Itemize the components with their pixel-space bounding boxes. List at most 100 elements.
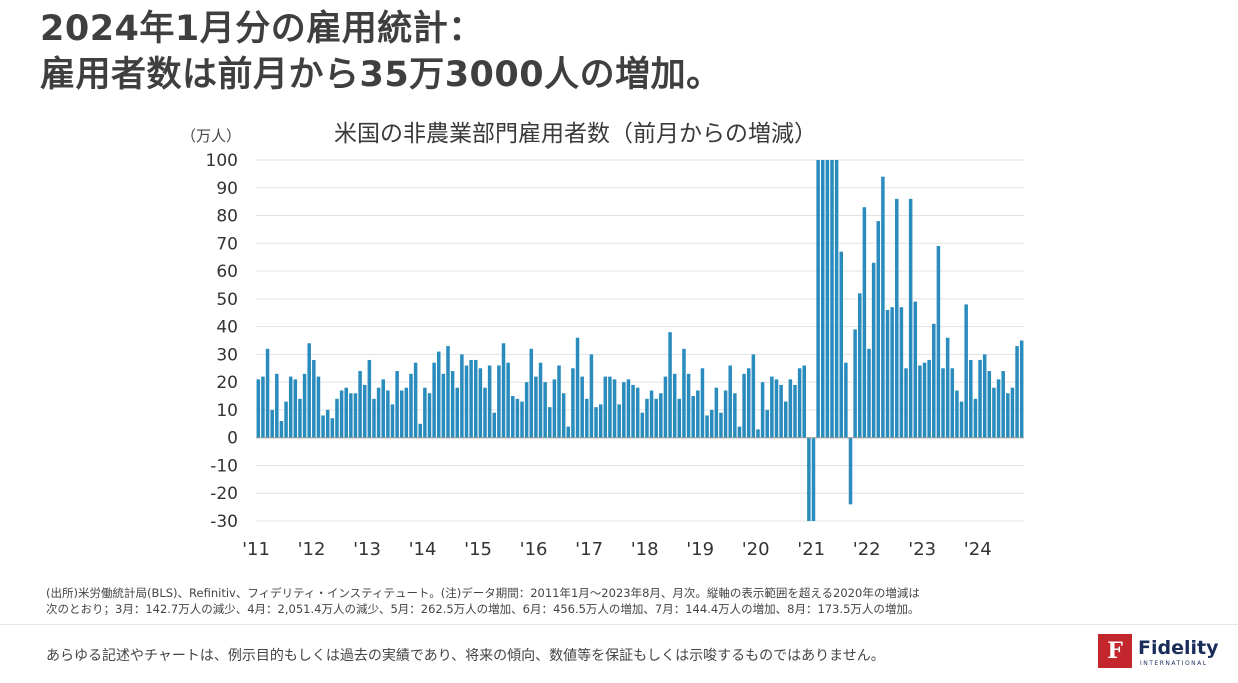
y-tick-label: -20	[210, 484, 238, 504]
bar	[367, 359, 372, 438]
bar	[844, 362, 848, 438]
bar	[955, 390, 959, 438]
bar	[788, 379, 793, 438]
bar	[816, 160, 820, 438]
y-tick-label: -10	[210, 456, 238, 476]
fidelity-logo: F Fidelity INTERNATIONAL	[1098, 634, 1218, 672]
bar	[686, 373, 691, 438]
bar	[589, 354, 594, 438]
x-tick-label: '19	[686, 539, 714, 560]
bar	[312, 359, 316, 438]
y-tick-label: 80	[216, 207, 238, 227]
bar	[1001, 371, 1005, 438]
y-tick-label: 50	[216, 290, 238, 310]
bar	[418, 423, 422, 438]
y-tick-label: 0	[227, 429, 238, 449]
bar	[409, 373, 413, 438]
bar	[330, 418, 335, 438]
bar	[469, 359, 473, 438]
headline-line1: 2024年1月分の雇用統計：	[40, 9, 484, 49]
bar	[783, 401, 788, 438]
x-tick-label: '23	[908, 539, 936, 560]
bar	[298, 398, 302, 438]
bar	[506, 362, 510, 438]
bar	[335, 398, 339, 438]
bar	[483, 387, 487, 438]
bar	[432, 362, 436, 438]
bar	[520, 401, 524, 438]
bar	[932, 323, 936, 438]
bar	[728, 365, 732, 438]
x-tick-label: '12	[298, 539, 326, 560]
source-note-line1: (出所)米労働統計局(BLS)、Refinitiv、フィデリティ・インスティテュ…	[46, 586, 920, 600]
bar	[474, 359, 478, 438]
bar	[904, 368, 908, 438]
bar	[427, 393, 432, 438]
bar	[575, 337, 580, 438]
x-tick-label: '16	[520, 539, 548, 560]
bar	[992, 387, 996, 438]
bar	[825, 160, 830, 438]
bar	[969, 359, 973, 438]
bar	[820, 160, 825, 438]
bar	[691, 396, 695, 438]
bar	[811, 437, 816, 521]
headline: 2024年1月分の雇用統計： 雇用者数は前月から35万3000人の増加。	[40, 6, 722, 98]
bar	[733, 393, 737, 438]
bar	[261, 376, 265, 438]
bar	[973, 398, 978, 438]
bar	[580, 376, 584, 438]
bar	[867, 348, 871, 438]
bar	[497, 365, 501, 438]
y-axis-unit: （万人）	[181, 127, 242, 145]
bar	[612, 379, 617, 438]
bar	[358, 371, 362, 438]
bar	[446, 346, 450, 438]
bar	[399, 390, 404, 438]
bar	[682, 348, 686, 438]
bar	[585, 398, 589, 438]
bar	[284, 401, 288, 438]
bar	[487, 365, 492, 438]
bar	[913, 301, 918, 438]
bar	[987, 371, 992, 438]
bar	[566, 426, 571, 438]
bar	[834, 160, 839, 438]
bar	[608, 376, 612, 438]
bar	[256, 379, 261, 438]
bar	[265, 348, 270, 438]
y-tick-label: 70	[216, 234, 238, 254]
bar	[714, 387, 719, 438]
bar	[663, 376, 668, 438]
bar	[645, 398, 649, 438]
bar	[603, 376, 608, 438]
bar	[538, 362, 543, 438]
bar	[288, 376, 293, 438]
y-tick-label: -30	[210, 512, 238, 532]
x-tick-label: '14	[409, 539, 437, 560]
bar	[918, 365, 922, 438]
bar	[635, 387, 640, 438]
bar	[376, 387, 381, 438]
bar	[881, 176, 885, 438]
bar	[742, 373, 746, 438]
bar	[964, 304, 968, 438]
bar	[890, 307, 894, 438]
bar	[1015, 346, 1019, 438]
bar	[386, 390, 390, 438]
bar	[895, 198, 899, 438]
bar	[862, 207, 867, 438]
x-tick-label: '13	[353, 539, 381, 560]
bar	[941, 368, 945, 438]
bar	[515, 398, 520, 438]
bar	[1006, 393, 1010, 438]
bar	[548, 407, 552, 438]
bar	[751, 354, 756, 438]
bar	[321, 415, 325, 438]
bar	[529, 348, 534, 438]
bar	[413, 362, 418, 438]
x-tick-label: '11	[242, 539, 270, 560]
y-tick-label: 10	[216, 401, 238, 421]
bar	[839, 251, 844, 438]
bar	[927, 359, 931, 438]
